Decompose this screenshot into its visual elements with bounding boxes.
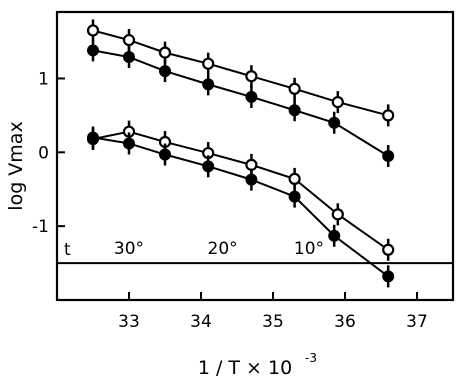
- data-point-filled: [159, 148, 171, 161]
- data-point-filled: [87, 44, 99, 57]
- series-line: [92, 136, 389, 278]
- data-point-filled: [328, 229, 341, 242]
- data-point-open: [331, 95, 344, 109]
- data-point-open: [382, 109, 395, 122]
- data-point-open: [202, 57, 215, 70]
- data-point-open: [86, 24, 100, 37]
- x-tick-label: 36: [334, 312, 356, 332]
- data-point-filled: [245, 90, 258, 103]
- data-point-filled: [202, 78, 215, 91]
- data-point-filled: [123, 137, 135, 150]
- data-point-filled: [328, 116, 341, 129]
- data-point-filled: [87, 131, 99, 144]
- x-tick-label: 34: [190, 312, 212, 332]
- data-point-open: [245, 70, 258, 83]
- x-tick-label: 33: [118, 312, 140, 332]
- data-point-filled: [288, 190, 301, 203]
- y-tick-label: -1: [32, 217, 49, 237]
- data-point-open: [158, 46, 172, 59]
- x-axis-title: 1 / T × 10: [198, 357, 292, 379]
- series-line: [92, 130, 389, 251]
- y-tick-label: 0: [38, 143, 49, 163]
- data-point-open: [331, 208, 344, 221]
- x-tick-label: 37: [406, 312, 428, 332]
- series-line: [92, 29, 389, 117]
- data-point-open: [122, 33, 136, 47]
- data-point-filled: [159, 65, 171, 78]
- data-point-open: [245, 158, 258, 171]
- data-point-filled: [288, 104, 301, 117]
- data-point-filled: [382, 150, 395, 162]
- temperature-label: 30°: [114, 239, 144, 259]
- data-point-filled: [202, 160, 215, 173]
- x-tick-label: 35: [262, 312, 284, 332]
- temperature-prefix: t: [64, 240, 71, 260]
- x-axis-title-exponent: -3: [305, 351, 317, 365]
- y-tick-label: 1: [38, 69, 49, 89]
- data-point-filled: [382, 270, 395, 283]
- data-point-filled: [123, 51, 135, 64]
- series-line: [92, 49, 389, 157]
- y-axis-title: log Vmax: [5, 121, 27, 210]
- temperature-label: 10°: [294, 239, 324, 259]
- plot-frame: [55, 10, 455, 302]
- data-point-open: [288, 172, 301, 185]
- data-point-filled: [245, 173, 258, 186]
- temperature-label: 20°: [208, 239, 238, 259]
- data-point-open: [382, 243, 395, 256]
- data-point-open: [288, 82, 301, 95]
